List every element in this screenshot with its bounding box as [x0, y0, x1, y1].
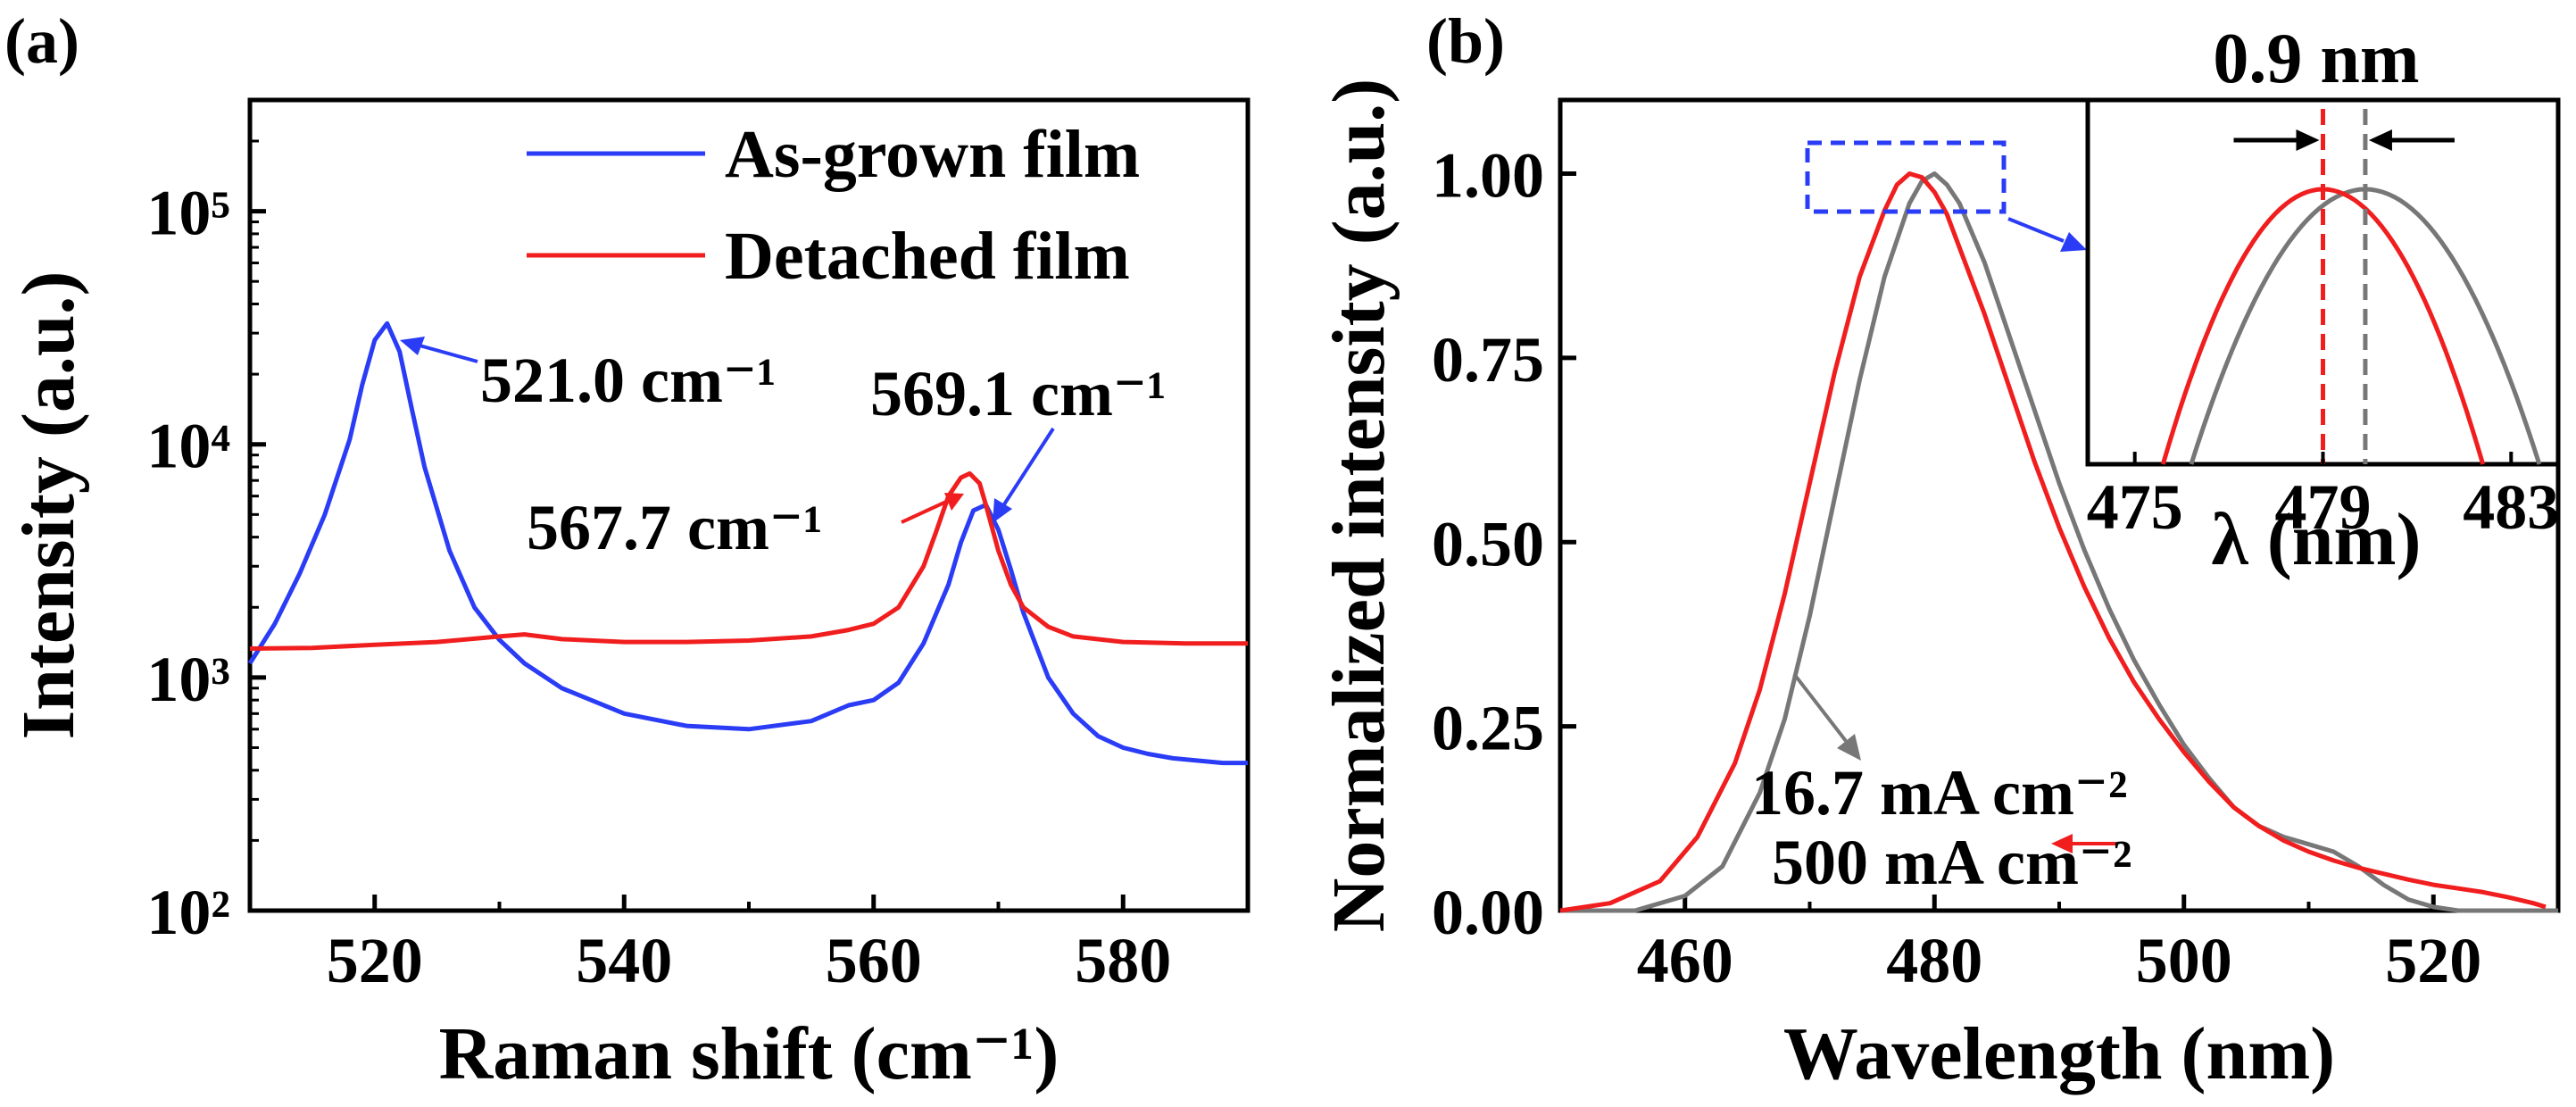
series-500-ma-line: [1559, 171, 2547, 913]
panel-a-legend: As-grown film Detached film: [527, 117, 1140, 294]
b-y-tick-label: 0.25: [1432, 693, 1544, 764]
panel-a-x-ticks: 520 540 560 580: [248, 895, 1250, 996]
inset-left-arrowhead: [2296, 129, 2320, 151]
annotation-567-arrowhead: [944, 493, 964, 511]
b-y-tick-label: 0.75: [1432, 324, 1544, 395]
panel-b: (b) 460 480 500 520 0.00 0.25 0.50 0.75 1.00 Wa…: [1317, 5, 2561, 1095]
legend-label-as-grown: As-grown film: [725, 117, 1140, 192]
panel-b-series: [1559, 171, 2558, 913]
annotation-569-arrowhead: [993, 498, 1012, 523]
annotation-569: 569.1 cm⁻¹: [870, 358, 1167, 429]
annotation-521: 521.0 cm⁻¹: [480, 345, 777, 416]
inset-shift-arrows: [2233, 129, 2455, 151]
panel-a-series: [247, 320, 1248, 766]
label-500-ma: 500 mA cm⁻²: [1772, 827, 2132, 898]
annotation-567-arrow: [901, 500, 947, 524]
panel-b-x-ticks: 460 480 500 520: [1558, 895, 2560, 996]
a-y-tick-label: 10²: [146, 877, 230, 948]
panel-a-y-axis-label: Intensity (a.u.): [7, 271, 90, 739]
b-x-tick-label: 500: [2136, 925, 2232, 996]
inset-right-arrowhead: [2368, 129, 2392, 151]
b-x-tick-label: 520: [2385, 925, 2481, 996]
panel-a-annotations: 521.0 cm⁻¹ 569.1 cm⁻¹ 567.7 cm⁻¹: [400, 337, 1167, 563]
inset-x-axis-label: λ (nm): [2212, 498, 2422, 581]
panel-b-x-axis-label: Wavelength (nm): [1783, 1012, 2335, 1095]
label-16-7-arrowhead: [1837, 734, 1861, 761]
b-x-tick-label: 460: [1637, 925, 1733, 996]
inset-pointer-arrowhead: [2060, 232, 2087, 252]
b-y-tick-label: 0.00: [1432, 877, 1544, 948]
panel-a-y-ticks: 10² 10³ 10⁴ 10⁵: [146, 98, 266, 948]
annotation-521-arrow: [419, 344, 478, 363]
a-x-tick-label: 580: [1075, 925, 1171, 996]
b-y-tick-label: 1.00: [1432, 140, 1544, 212]
inset-x-tick-label: 475: [2087, 471, 2183, 543]
a-x-tick-label: 540: [576, 925, 672, 996]
series-as-grown-line: [247, 320, 1248, 766]
panel-a: (a) 520 540 560 580 10² 10³ 10⁴ 10⁵ Raman shif…: [4, 5, 1251, 1095]
a-x-tick-label: 520: [327, 925, 423, 996]
panel-b-y-ticks: 0.00 0.25 0.50 0.75 1.00: [1432, 140, 1576, 948]
a-y-tick-label: 10⁵: [146, 178, 230, 249]
panel-b-label: (b): [1426, 5, 1505, 77]
panel-b-y-axis-label: Normalized intensity (a.u.): [1317, 79, 1400, 933]
panel-a-label: (a): [4, 5, 79, 77]
series-detached-line: [249, 470, 1248, 651]
inset-plot: 475 479 483 λ (nm) 0.9 nm: [2085, 20, 2561, 581]
label-16-7-arrow: [1792, 672, 1848, 743]
label-500-arrowhead: [2051, 834, 2073, 853]
inset-pointer-arrow: [2007, 217, 2065, 243]
b-x-tick-label: 480: [1886, 925, 1982, 996]
annotation-569-arrow: [1002, 427, 1055, 506]
legend-label-detached: Detached film: [725, 219, 1130, 294]
a-y-tick-label: 10³: [146, 644, 230, 715]
inset-x-tick-label: 479: [2275, 471, 2372, 543]
inset-curves: [2160, 109, 2542, 465]
panel-a-x-axis-label: Raman shift (cm⁻¹): [439, 1012, 1059, 1095]
peak-highlight-box: [1805, 140, 2007, 214]
series-16-7-ma-line: [1560, 171, 2558, 913]
inset-x-ticks: 475 479 483: [2087, 452, 2559, 543]
annotation-567: 567.7 cm⁻¹: [527, 492, 823, 563]
a-y-tick-label: 10⁴: [146, 411, 230, 482]
label-16-7-ma: 16.7 mA cm⁻²: [1751, 757, 2128, 828]
a-x-tick-label: 560: [826, 925, 922, 996]
inset-x-tick-label: 483: [2463, 471, 2559, 543]
annotation-521-arrowhead: [400, 337, 425, 355]
b-y-tick-label: 0.50: [1432, 508, 1544, 579]
inset-fwhm-annotation: 0.9 nm: [2213, 20, 2419, 98]
